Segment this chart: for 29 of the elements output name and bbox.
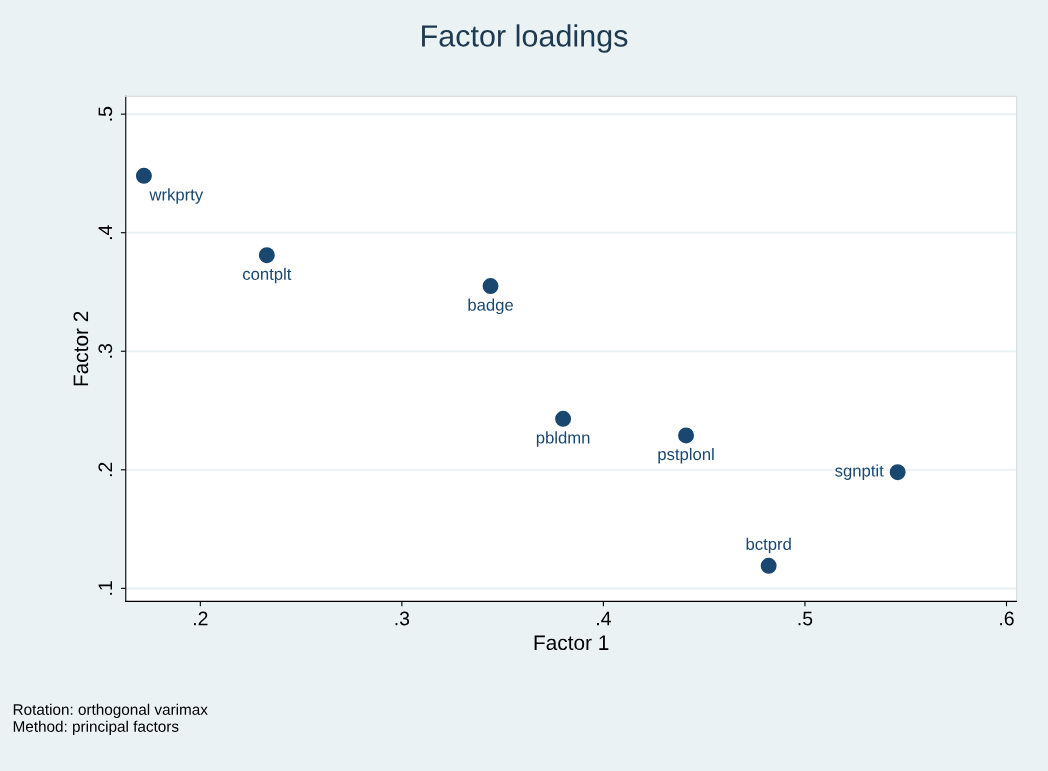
annotation: sgnptit (835, 464, 884, 480)
annotation: pstplonl (658, 447, 714, 464)
x-axis-title: Factor 1 (534, 635, 609, 651)
x-tick-label: .3 (395, 611, 410, 626)
y-tick-label: .3 (98, 343, 113, 358)
y-tick-label: .4 (98, 225, 112, 240)
annotation: contplt (242, 267, 292, 284)
point (482, 278, 499, 295)
point (555, 410, 572, 427)
point (678, 427, 695, 444)
point (258, 247, 275, 264)
annotation: badge (468, 298, 513, 315)
y-axis-title: Factor 2 (73, 311, 89, 386)
text: Rotation: orthogonal varimax (13, 703, 208, 718)
y-tick-label: .2 (98, 462, 112, 477)
annotation: bctprd (746, 537, 791, 554)
chart-title: Factor loadings (422, 24, 628, 53)
x-tick-label: .2 (194, 611, 208, 626)
point (760, 557, 777, 574)
text: Method: principal factors (13, 720, 179, 735)
point (135, 167, 152, 184)
point (889, 464, 906, 481)
y-tick-label: .5 (98, 106, 113, 121)
x-tick-label: .5 (798, 611, 813, 626)
x-tick-label: .6 (1000, 611, 1014, 626)
annotation: wrkprty (149, 188, 204, 204)
annotation: pbldmn (536, 431, 590, 447)
x-tick-label: .4 (597, 611, 611, 626)
y-tick-label: .1 (98, 581, 112, 595)
